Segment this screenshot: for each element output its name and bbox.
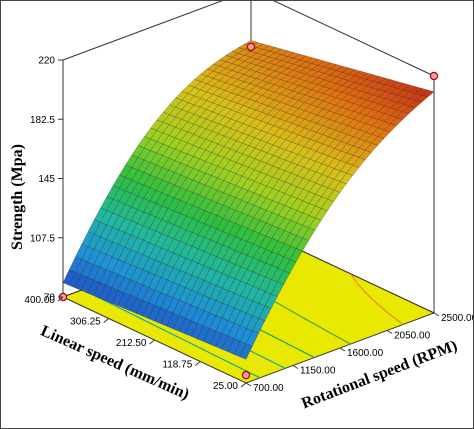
z-tick-label: 107.5 <box>30 233 55 244</box>
x-tick-mark <box>103 318 110 323</box>
y-tick-label: 1150.00 <box>300 366 336 377</box>
design-point <box>246 42 256 52</box>
z-axis-label: Strength (Mpa) <box>9 144 26 250</box>
box-top-right-edge <box>273 1 435 77</box>
design-point <box>241 370 251 380</box>
x-tick-mark <box>194 361 201 366</box>
box-top-back-edge <box>62 1 223 61</box>
y-tick-mark <box>433 312 440 317</box>
y-tick-mark <box>386 330 393 334</box>
y-tick-label: 1600.00 <box>347 348 384 359</box>
y-tick-label: 2050.00 <box>394 331 431 342</box>
x-tick-label: 25.00 <box>213 381 238 392</box>
axis-ticks: 70 107.5 145 182.5 220 400.00 306.25 212.50 118.… <box>24 56 473 395</box>
response-surface <box>62 40 435 360</box>
x-tick-label: 400.00 <box>24 295 55 306</box>
design-point <box>429 71 439 81</box>
contour-line <box>82 289 261 379</box>
x-tick-mark <box>149 339 155 345</box>
z-tick-label: 70 <box>44 293 56 304</box>
y-tick-mark <box>245 382 252 387</box>
x-tick-mark <box>57 296 64 302</box>
y-tick-mark <box>339 347 346 352</box>
z-tick-label: 145 <box>38 174 55 185</box>
x-tick-mark <box>240 382 247 388</box>
x-tick-label: 306.25 <box>70 317 101 328</box>
x-tick-label: 118.75 <box>162 360 192 371</box>
y-tick-mark <box>292 365 299 369</box>
x-tick-label: 212.50 <box>116 338 147 349</box>
y-tick-label: 2500.00 <box>441 313 473 324</box>
z-tick-label: 182.5 <box>30 115 55 126</box>
contour-line <box>350 274 404 325</box>
y-tick-label: 700.00 <box>253 383 284 394</box>
z-tick-label: 220 <box>38 56 55 67</box>
